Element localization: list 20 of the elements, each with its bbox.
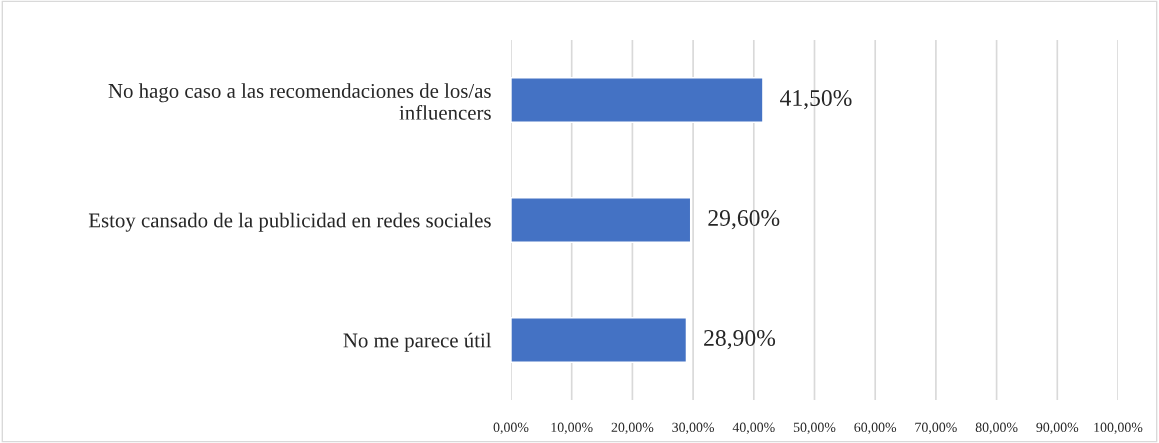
bar: [511, 317, 688, 363]
y-tick-label: No me parece útil: [343, 332, 492, 352]
x-tick-label: 0,00%: [493, 422, 529, 434]
data-label: 28,90%: [704, 329, 776, 350]
x-tick-label: 30,00%: [672, 422, 715, 434]
x-tick-label: 50,00%: [793, 422, 836, 434]
y-tick-label: No hago caso a las recomendaciones de los/as influencers: [108, 83, 491, 120]
bar: [511, 77, 764, 123]
x-tick-label: 40,00%: [732, 422, 775, 434]
data-label: 29,60%: [708, 209, 780, 230]
x-tick-label: 80,00%: [975, 422, 1018, 434]
data-label: 41,50%: [780, 89, 852, 110]
x-tick-label: 70,00%: [915, 422, 957, 434]
x-tick-label: 90,00%: [1036, 422, 1079, 434]
bar: [511, 197, 692, 243]
y-tick-label: Estoy cansado de la publicidad en redes sociales: [88, 212, 491, 232]
x-tick-label: 60,00%: [854, 422, 897, 434]
x-tick-label: 100,00%: [1094, 422, 1143, 434]
x-tick-label: 20,00%: [611, 422, 654, 434]
x-tick-label: 10,00%: [551, 422, 593, 434]
